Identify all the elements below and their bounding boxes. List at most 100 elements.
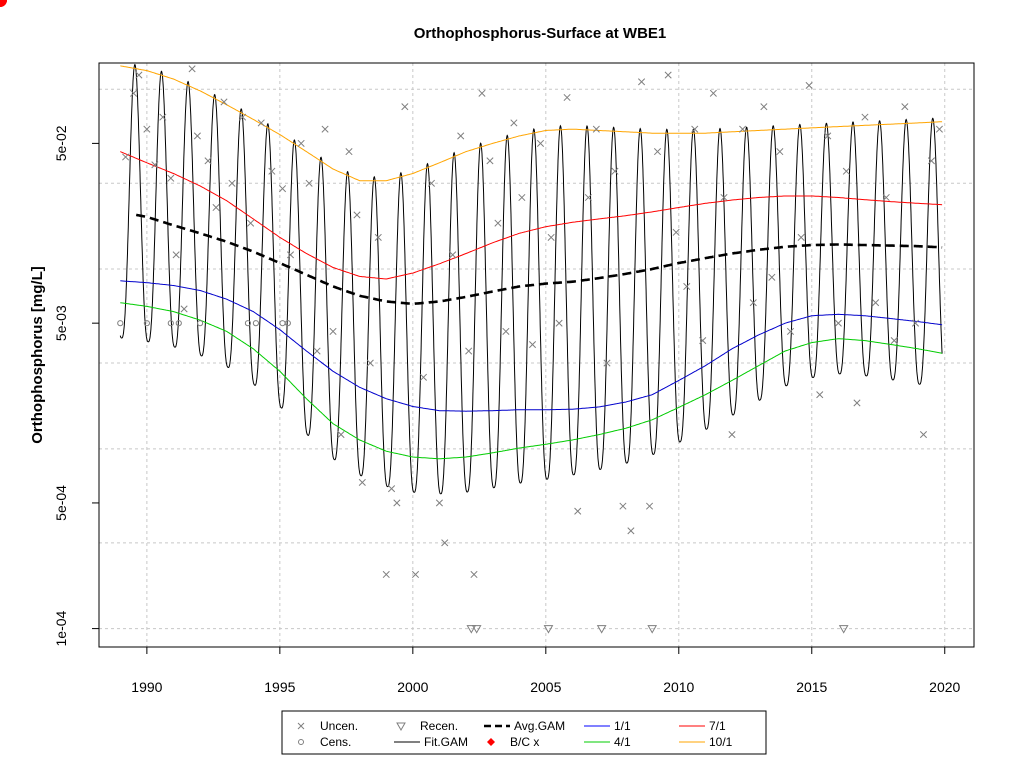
uncensored-point [584,193,592,202]
uncensored-point [816,391,824,399]
uncensored-point [358,478,366,487]
uncensored-point [728,431,736,439]
recensored-point [466,625,477,634]
legend-label: Cens. [320,735,351,749]
censored-point [252,320,260,327]
series-line-1-1 [120,280,943,412]
legend-label: Avg.GAM [514,719,565,733]
legend-symbol-cens [298,739,304,745]
uncensored-point [305,179,313,187]
uncensored-point [449,251,457,259]
uncensored-point [172,251,180,259]
uncensored-point [592,125,600,133]
uncensored-point [872,299,880,307]
uncensored-point [611,167,619,175]
uncensored-point [382,570,390,579]
uncensored-point [691,125,699,133]
uncensored-point [768,273,776,281]
x-tick-label: 1990 [131,679,162,695]
fit-gam-line [119,63,943,495]
uncensored-point [278,185,287,193]
uncensored-point [901,103,909,111]
recensored-point [838,625,849,634]
uncensored-point [528,341,537,349]
uncensored-point [518,193,526,202]
uncensored-point [853,399,861,407]
uncensored-point [337,431,345,439]
uncensored-point [619,502,627,510]
legend-symbol-uncen [297,722,305,730]
uncensored-point [135,71,143,79]
uncensored-point [345,148,353,156]
uncensored-point [143,125,151,133]
uncensored-point [555,319,563,327]
y-tick-label: 1e-04 [53,610,69,646]
fit-gam-line [119,63,943,495]
uncensored-point [935,125,943,133]
recensored-point [596,625,607,634]
y-tick-label: 5e-04 [53,485,69,521]
y-axis: 1e-04 5e-04 5e-03 5e-02 [53,125,100,647]
uncensored-point [353,211,361,219]
uncensored-point [257,119,265,127]
uncensored-point [228,179,236,187]
uncensored-point [321,125,329,133]
uncensored-point [699,337,707,345]
uncensored-point [882,193,890,202]
legend: Uncen. Recen. Avg.GAM 1/1 7/1 Cens. Fit.GAM B/C… [281,710,767,755]
uncensored-point [188,65,196,73]
censored-point [175,320,182,327]
uncensored-point [411,570,420,579]
uncensored-point [645,502,654,510]
censored-point [117,320,124,327]
bc-point [0,0,7,7]
uncensored-point [286,251,295,259]
legend-label: Uncen. [320,719,358,733]
uncensored-point [637,78,646,86]
censored-point [284,320,291,327]
x-tick-label: 2010 [663,679,694,695]
uncensored-point [457,132,465,140]
x-tick-label: 2005 [530,679,561,695]
recensored-point [471,625,482,634]
uncensored-point [574,507,582,515]
uncensored-point [786,327,795,335]
uncensored-point [486,157,494,165]
uncensored-point [927,157,936,165]
uncensored-point [122,153,130,161]
uncensored-point [797,233,805,241]
uncensored-point [683,282,691,291]
uncensored-point [268,167,276,175]
censored-point [196,320,204,327]
uncensored-point [842,167,850,175]
censored-point [167,320,174,327]
legend-label: 4/1 [614,735,631,749]
censored-point [143,320,150,327]
series-avg-gam [135,213,943,306]
uncensored-point [374,233,382,241]
legend-label: 10/1 [709,735,733,749]
uncensored-point [653,148,662,156]
uncensored-point [627,527,635,535]
grid [99,63,974,647]
uncensored-point [470,570,478,579]
uncensored-point [547,233,555,241]
data-points [0,0,943,634]
uncensored-point [776,148,784,156]
legend-label: 7/1 [709,719,726,733]
uncensored-point [329,327,337,335]
series-line-7-1 [120,151,943,280]
legend-symbol-recen [396,722,406,732]
uncensored-point [861,113,869,121]
uncensored-point [193,132,201,140]
uncensored-point [760,103,768,111]
uncensored-point [805,81,813,90]
uncensored-point [911,319,920,327]
uncensored-point [297,139,305,147]
uncensored-point [427,179,436,187]
uncensored-point [401,103,409,111]
censored-point [244,320,252,327]
series-lines [120,65,943,460]
uncensored-point [435,499,443,507]
uncensored-point [834,319,842,327]
